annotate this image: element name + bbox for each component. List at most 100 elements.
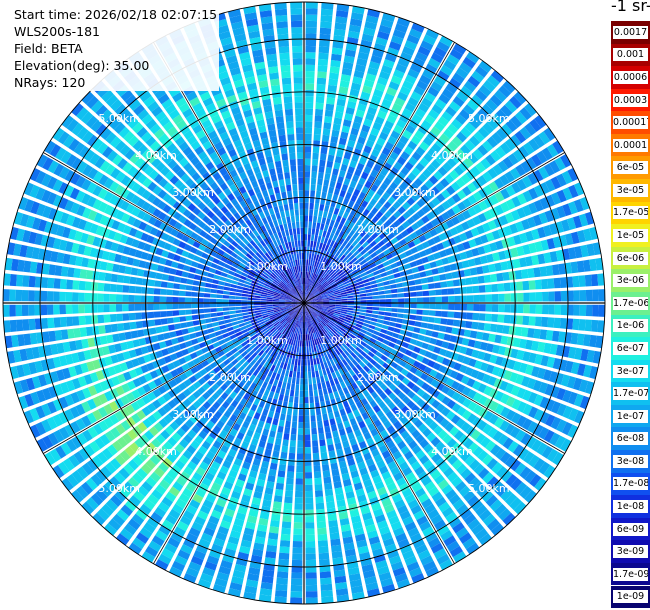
range-gate-cell [305,64,315,72]
range-gate-cell [253,361,260,369]
range-gate-cell [472,215,482,226]
range-gate-cell [307,365,311,372]
range-gate-cell [347,244,354,252]
range-gate-cell [160,318,168,325]
range-gate-cell [315,96,325,104]
range-gate-cell [370,391,379,399]
range-gate-cell [373,454,383,463]
range-gate-cell [135,286,142,294]
range-gate-cell [141,406,152,417]
range-gate-cell [205,318,212,324]
range-gate-cell [262,273,269,279]
range-gate-cell [574,410,585,424]
range-gate-cell [137,450,148,462]
range-gate-cell [191,309,198,315]
range-gate-cell [470,227,480,237]
range-gate-cell [168,186,178,196]
range-gate-cell [580,244,589,258]
range-gate-cell [386,509,398,520]
range-gate-cell [316,305,323,307]
range-gate-cell [322,250,327,257]
range-gate-cell [228,295,236,299]
range-gate-cell [310,190,316,197]
range-gate-cell [282,335,287,342]
range-gate-cell [321,458,329,465]
range-gate-cell [321,243,327,251]
range-gate-cell [313,290,319,295]
range-gate-cell [291,578,303,586]
range-gate-cell [349,417,357,426]
range-gate-cell [312,260,316,267]
range-gate-cell [290,289,296,295]
range-gate-cell [304,365,308,372]
range-gate-cell [467,389,477,400]
range-gate-cell [333,275,340,281]
range-gate-cell [441,407,451,417]
range-gate-cell [228,299,236,303]
range-gate-cell [78,304,85,314]
range-gate-cell [393,69,405,79]
range-gate-cell [196,336,205,343]
range-gate-cell [483,352,492,362]
range-gate-cell [299,390,304,398]
range-gate-cell [384,53,397,63]
range-gate-cell [87,426,99,439]
range-gate-cell [372,344,380,351]
range-gate-cell [50,251,59,263]
range-gate-cell [273,329,279,336]
range-gate-cell [451,193,462,203]
range-gate-cell [353,294,361,298]
range-gate-cell [429,303,436,310]
range-gate-cell [241,440,250,449]
range-gate-cell [181,328,189,335]
range-gate-cell [433,75,447,87]
range-gate-cell [239,275,247,281]
range-gate-cell [313,318,318,325]
range-gate-cell [104,523,118,536]
range-gate-cell [290,332,295,339]
range-gate-cell [437,116,449,127]
range-gate-cell [378,196,387,206]
range-gate-cell [341,184,349,192]
range-gate-cell [167,208,177,217]
range-gate-cell [380,244,388,252]
range-gate-cell [272,304,279,307]
range-gate-cell [352,224,359,232]
range-gate-cell [316,376,321,384]
range-gate-cell [139,503,152,516]
range-gate-cell [388,515,400,525]
range-gate-cell [510,115,523,129]
range-gate-cell [87,167,99,180]
range-gate-cell [291,303,298,305]
range-gate-cell [520,160,532,174]
range-gate-cell [91,315,99,324]
range-gate-cell [377,486,387,496]
range-gate-cell [258,280,265,285]
range-gate-cell [486,136,498,148]
range-gate-cell [321,596,334,604]
range-gate-cell [440,281,448,288]
range-gate-cell [260,305,267,308]
range-gate-cell [134,249,143,259]
range-gate-cell [228,355,236,362]
range-gate-cell [436,382,445,391]
range-gate-cell [445,326,453,334]
range-gate-cell [125,203,136,214]
range-gate-cell [275,386,281,394]
range-gate-cell [378,400,387,410]
range-gate-cell [312,352,316,359]
range-gate-cell [328,261,334,268]
range-gate-cell [257,420,265,428]
range-gate-cell [314,396,320,403]
range-gate-cell [337,195,344,204]
range-gate-cell [149,327,157,335]
range-gate-cell [337,338,344,345]
range-gate-cell [421,402,431,412]
range-gate-cell [413,272,421,279]
range-gate-cell [422,459,434,470]
range-gate-cell [154,467,165,478]
range-gate-cell [402,46,415,56]
range-gate-cell [266,544,277,553]
range-gate-cell [272,337,278,344]
range-gate-cell [333,257,340,264]
